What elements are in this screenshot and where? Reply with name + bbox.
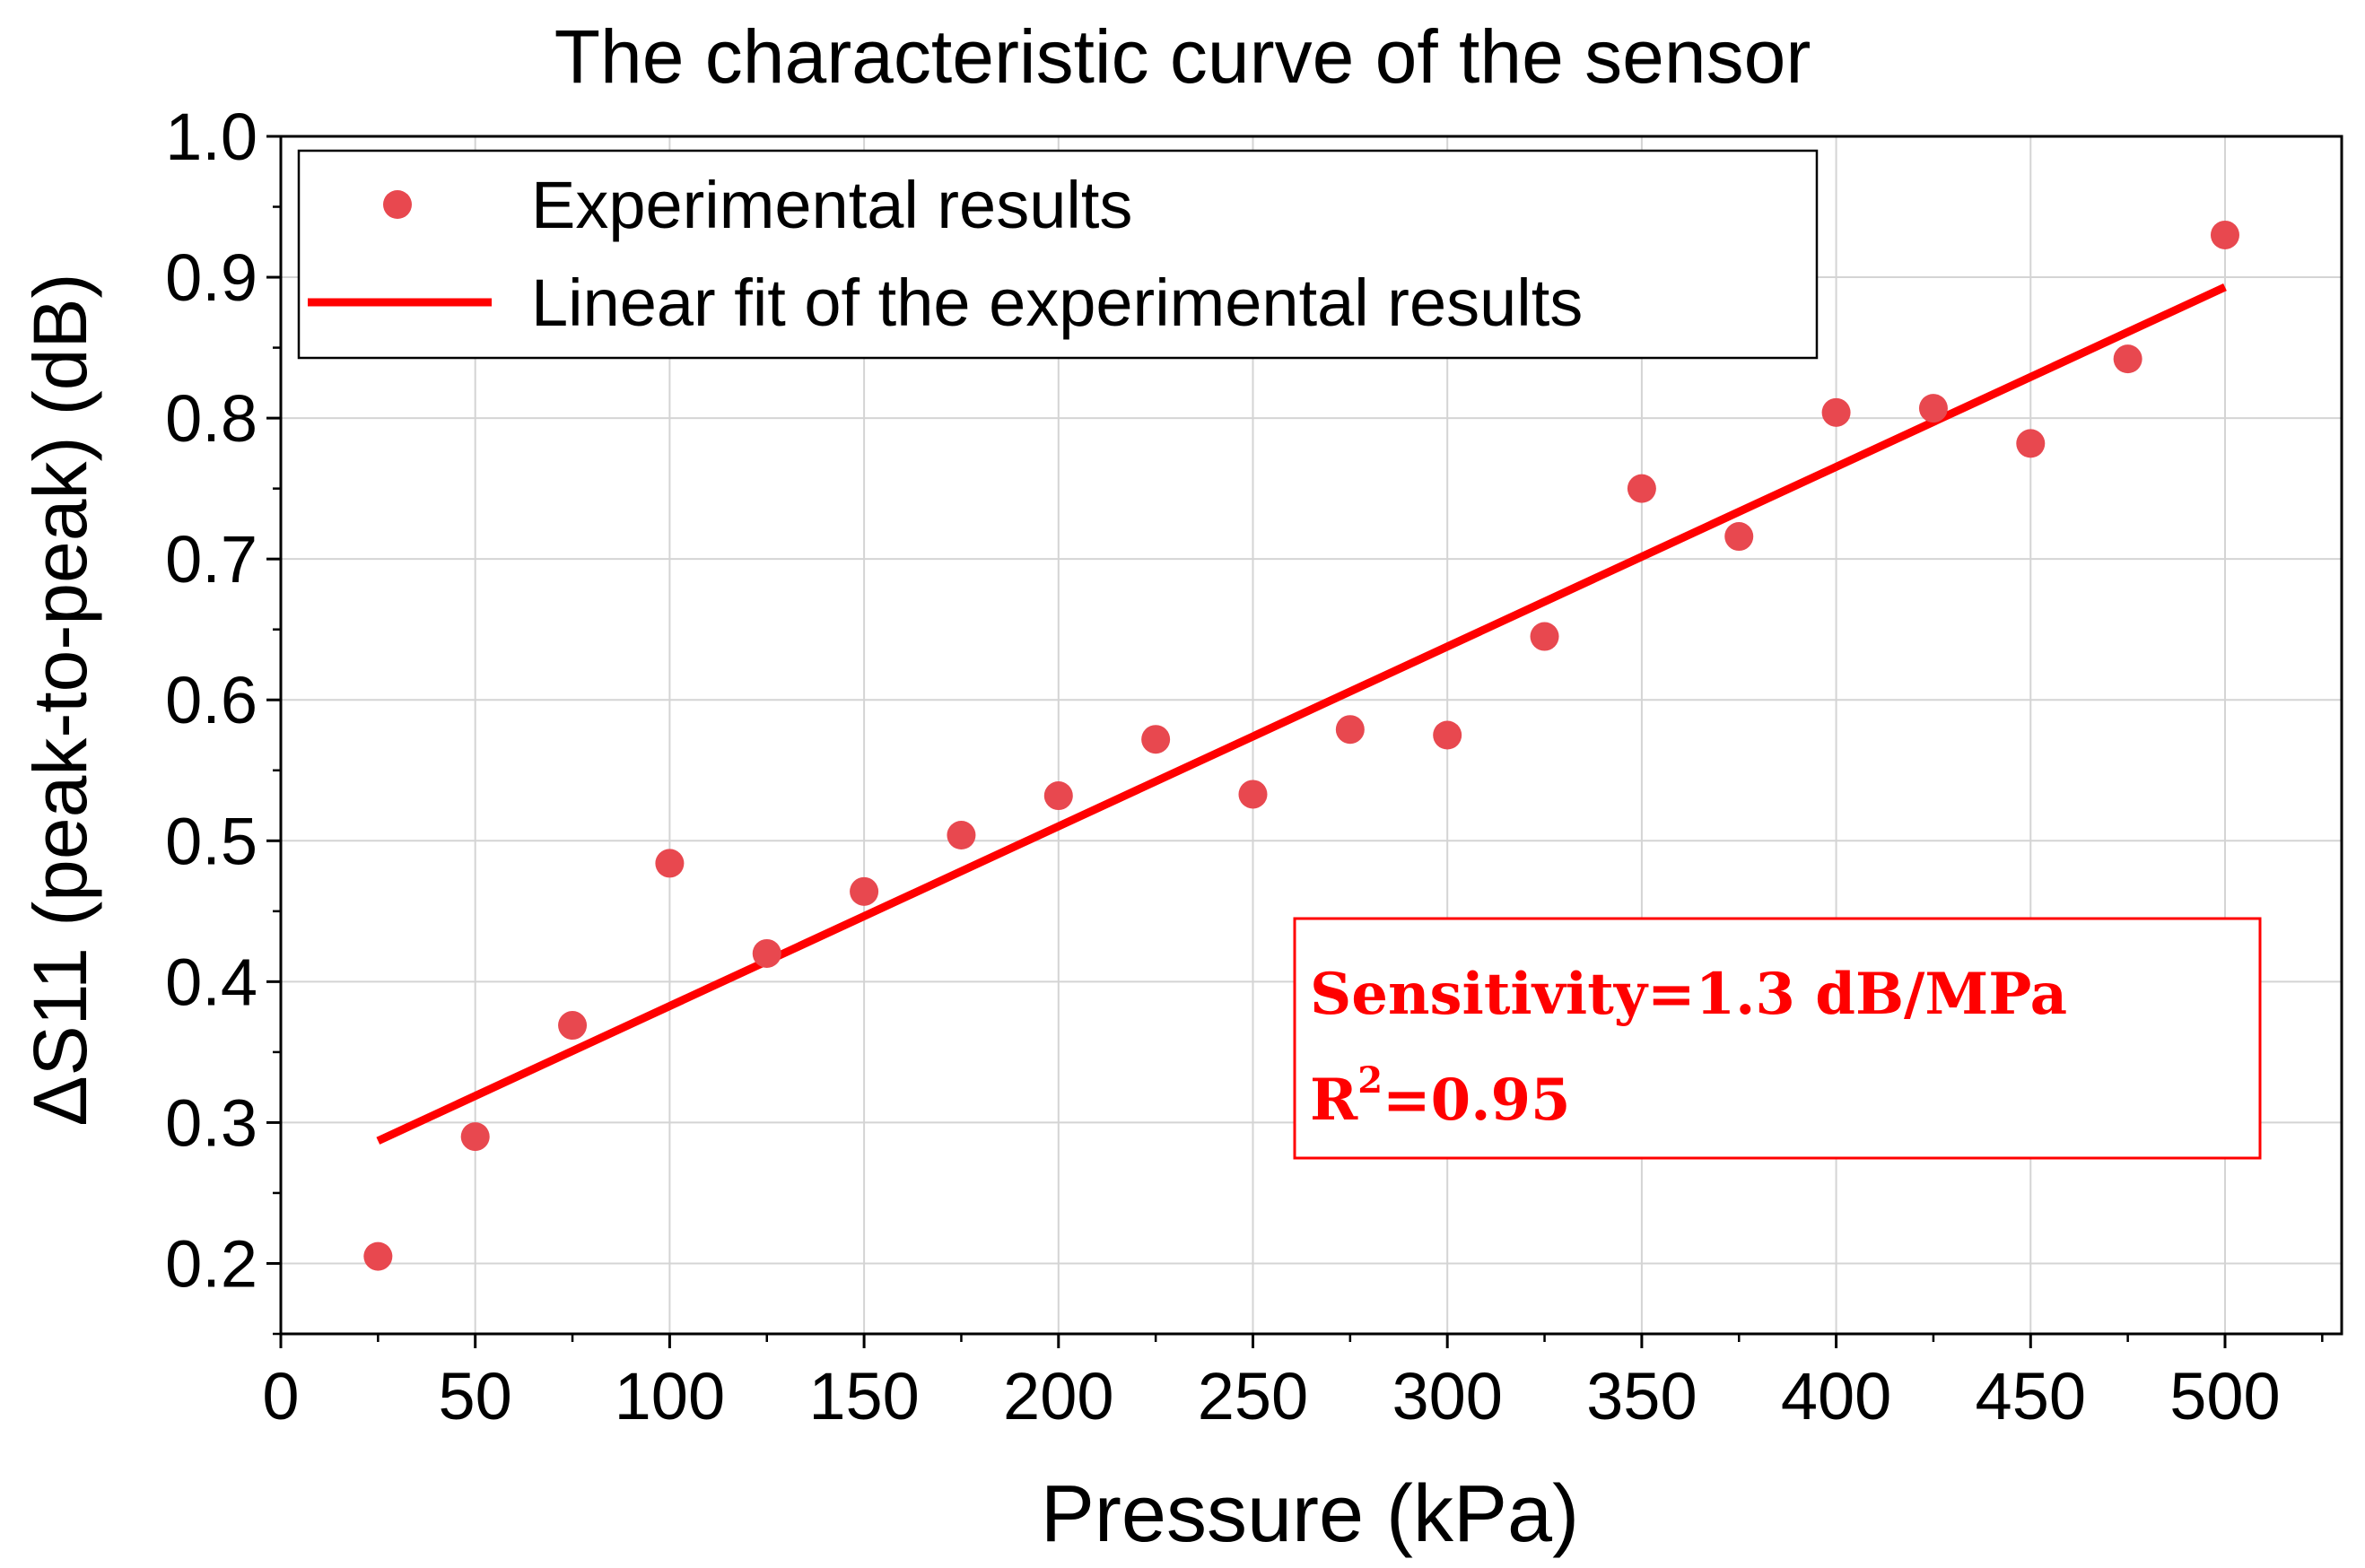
tick-labels: 0 50 100 150 200 250 300 350 400 450 500 0.2 0.3 0.4 0… (165, 100, 2281, 1433)
data-point (655, 849, 685, 878)
r-squared-superscript: 2 (1357, 1059, 1383, 1102)
data-point (363, 1241, 393, 1271)
data-point (752, 938, 781, 968)
legend-marker-experimental (383, 190, 412, 219)
x-tick-label: 200 (1003, 1359, 1113, 1433)
x-tick-label: 50 (439, 1359, 512, 1433)
x-tick-label: 250 (1198, 1359, 1308, 1433)
x-tick-label: 350 (1586, 1359, 1697, 1433)
data-point (1433, 720, 1462, 750)
y-axis-label: ΔS11 (peak-to-peak) (dB) (18, 274, 102, 1127)
data-point (1335, 715, 1365, 745)
sensitivity-text: Sensitivity=1.3 dB/MPa (1310, 961, 2067, 1028)
data-point (1821, 397, 1851, 427)
chart-title: The characteristic curve of the sensor (554, 14, 1811, 99)
data-point (1724, 522, 1754, 552)
data-point (2210, 220, 2239, 249)
data-point (1043, 781, 1073, 811)
plot-frame (279, 135, 2343, 1336)
data-points (363, 220, 2239, 1271)
data-point (460, 1122, 490, 1152)
data-point (1238, 780, 1268, 809)
r-squared-prefix: R (1310, 1067, 1358, 1134)
axis-ticks (266, 135, 2324, 1348)
x-tick-label: 150 (808, 1359, 919, 1433)
x-tick-label: 450 (1976, 1359, 2086, 1433)
annotation-box (1293, 917, 2262, 1160)
data-point (1141, 725, 1171, 754)
data-point (850, 876, 879, 906)
y-tick-label: 0.8 (165, 381, 257, 456)
x-tick-label: 100 (615, 1359, 725, 1433)
y-tick-label: 0.2 (165, 1226, 257, 1301)
x-tick-label: 300 (1392, 1359, 1502, 1433)
x-tick-label: 0 (262, 1359, 299, 1433)
x-axis-label: Pressure (kPa) (1041, 1469, 1579, 1559)
legend: Experimental results Linear fit of the e… (297, 149, 1819, 360)
data-point (947, 821, 976, 850)
legend-label-fit: Linear fit of the experimental results (531, 266, 1583, 340)
fit-line (376, 283, 2227, 1145)
fit-line-layer (376, 283, 2227, 1145)
x-tick-label: 500 (2169, 1359, 2280, 1433)
y-tick-label: 1.0 (165, 100, 257, 174)
y-tick-label: 0.5 (165, 804, 257, 878)
y-tick-label: 0.9 (165, 240, 257, 315)
data-point (558, 1011, 588, 1041)
y-tick-label: 0.4 (165, 945, 257, 1019)
data-point (2113, 344, 2142, 374)
sensitivity-annotation: Sensitivity=1.3 dB/MPa R2=0.95 (1293, 917, 2262, 1160)
y-tick-label: 0.7 (165, 522, 257, 597)
r-squared-text: R2=0.95 (1310, 1059, 1571, 1134)
data-point (2016, 429, 2046, 458)
y-tick-label: 0.3 (165, 1085, 257, 1160)
legend-label-experimental: Experimental results (531, 168, 1132, 242)
legend-box (297, 149, 1819, 360)
data-point (1627, 474, 1656, 503)
data-point (1530, 622, 1559, 651)
r-squared-value: =0.95 (1383, 1067, 1571, 1134)
data-point (1918, 394, 1948, 423)
x-tick-label: 400 (1781, 1359, 1891, 1433)
y-tick-label: 0.6 (165, 663, 257, 737)
